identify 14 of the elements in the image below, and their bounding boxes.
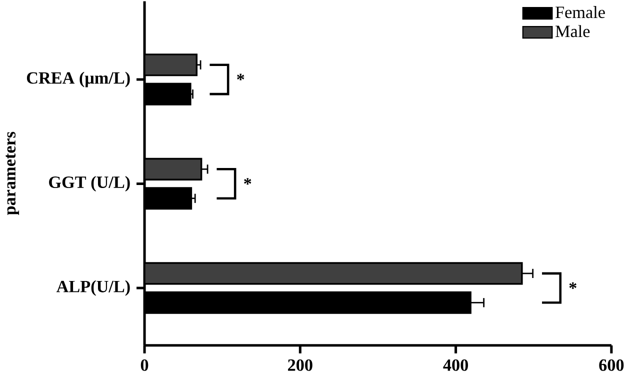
x-tick-label: 200 bbox=[288, 360, 312, 372]
y-tick-label: CREA (μm/L) bbox=[26, 72, 130, 88]
bar bbox=[144, 262, 523, 285]
legend-label: Male bbox=[556, 25, 590, 38]
x-tick-label: 600 bbox=[599, 360, 624, 372]
x-tick-label: 400 bbox=[443, 360, 468, 372]
y-tick-label: GGT (U/L) bbox=[49, 176, 130, 192]
annotation: * bbox=[244, 178, 252, 185]
y-tick-label: ALP(U/L) bbox=[56, 280, 130, 296]
annotation: * bbox=[237, 74, 244, 80]
annotation: * bbox=[569, 282, 576, 290]
y-axis-title: parameters bbox=[6, 132, 20, 216]
x-tick-label: 0 bbox=[140, 360, 148, 372]
legend-label: Female bbox=[556, 6, 605, 18]
